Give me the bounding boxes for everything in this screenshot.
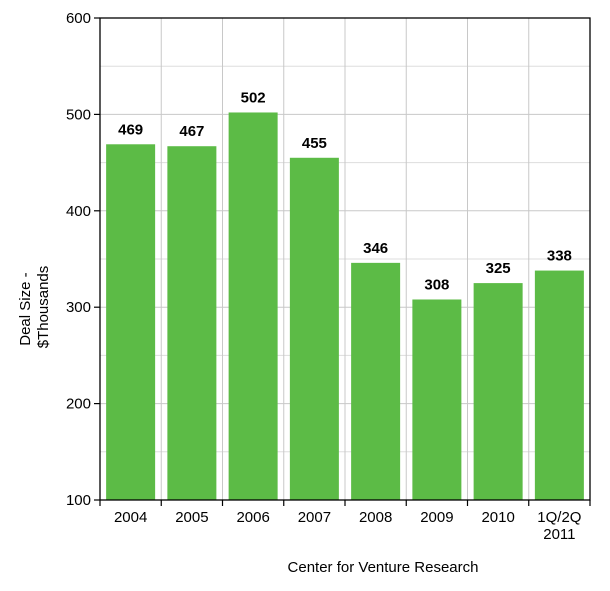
data-label: 346 <box>363 240 388 257</box>
x-axis-title: Center for Venture Research <box>288 559 479 576</box>
data-label: 308 <box>424 276 449 293</box>
data-label: 502 <box>241 89 266 106</box>
data-labels: 469 467 502 455 346 308 325 338 <box>118 89 572 293</box>
data-label: 467 <box>179 123 204 140</box>
bar-2005 <box>167 146 217 500</box>
data-label: 338 <box>547 248 572 265</box>
x-tick-label: 2007 <box>298 509 331 526</box>
y-tick-label: 100 <box>66 492 91 509</box>
data-label: 325 <box>486 260 511 277</box>
x-tick-label: 2005 <box>175 509 208 526</box>
bars <box>106 112 584 501</box>
y-tick-label: 600 <box>66 10 91 27</box>
x-tick-label: 2006 <box>236 509 269 526</box>
x-tick-label: 2008 <box>359 509 392 526</box>
y-axis-ticks: 100 200 300 400 500 600 <box>66 10 100 509</box>
x-tick-label: 2010 <box>481 509 514 526</box>
y-tick-label: 300 <box>66 299 91 316</box>
bar-2008 <box>351 262 401 500</box>
y-axis-title-line-2: $Thousands <box>35 266 52 349</box>
data-label: 469 <box>118 121 143 138</box>
x-axis-ticks: 2004 2005 2006 2007 2008 2009 2010 1Q/2Q 2011 <box>99 500 591 543</box>
y-axis-title-line-1: Deal Size - <box>17 272 34 345</box>
x-tick-label: 2009 <box>420 509 453 526</box>
bar-2010 <box>473 283 523 500</box>
bar-2007 <box>289 157 339 500</box>
x-tick-label: 2004 <box>114 509 147 526</box>
bar-2004 <box>106 144 156 500</box>
y-axis-title: Deal Size - $Thousands <box>17 266 52 349</box>
bar-2006 <box>228 112 278 501</box>
x-tick-label: 1Q/2Q 2011 <box>537 509 581 543</box>
y-tick-label: 500 <box>66 106 91 123</box>
y-tick-label: 200 <box>66 396 91 413</box>
data-label: 455 <box>302 135 327 152</box>
y-tick-label: 400 <box>66 203 91 220</box>
bar-2009 <box>412 299 462 500</box>
bar-1q-2q-2011 <box>534 270 584 500</box>
